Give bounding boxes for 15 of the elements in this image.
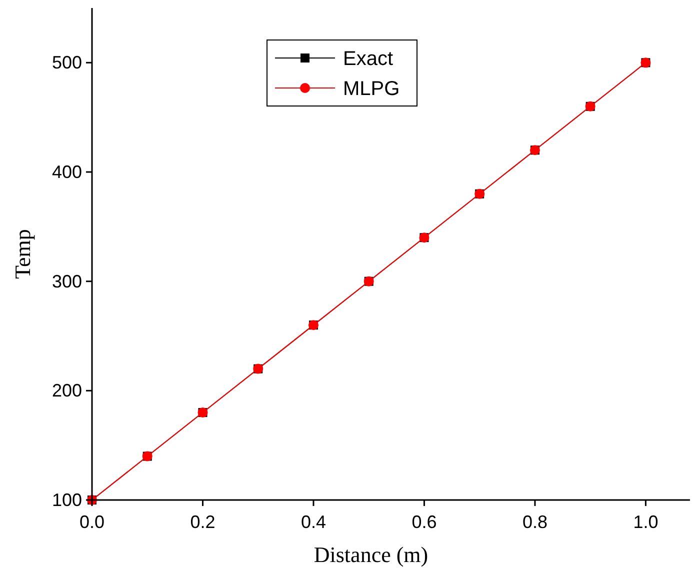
legend-label: MLPG [343, 78, 400, 100]
x-tick-label: 0.8 [522, 512, 548, 532]
y-tick-label: 200 [52, 380, 82, 401]
y-tick-label: 500 [52, 52, 82, 73]
x-tick-label: 0.0 [79, 512, 105, 532]
y-tick-label: 400 [52, 162, 82, 182]
y-axis-title: Temp [10, 229, 35, 279]
legend-label: Exact [343, 48, 394, 70]
x-tick-label: 0.4 [300, 512, 326, 532]
x-axis-title: Distance (m) [314, 542, 428, 567]
x-tick-label: 0.2 [190, 512, 216, 532]
y-tick-label: 100 [52, 490, 82, 510]
x-tick-label: 0.6 [412, 512, 437, 532]
y-tick-label: 300 [52, 271, 82, 292]
x-tick-label: 1.0 [633, 512, 658, 532]
